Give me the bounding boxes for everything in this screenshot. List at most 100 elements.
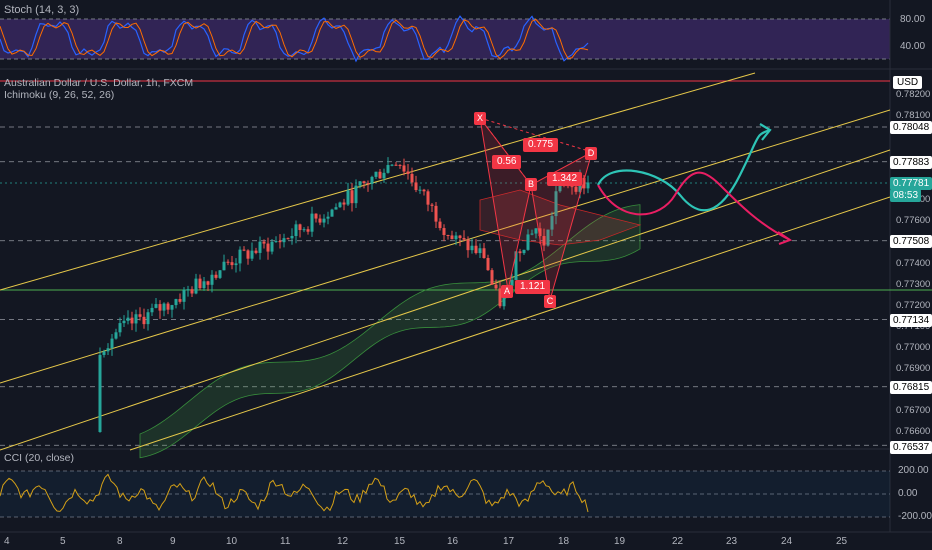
forecast-pink-arrow — [777, 231, 793, 245]
candle-body — [318, 218, 322, 223]
candle-body — [582, 177, 586, 189]
time-label: 11 — [280, 536, 291, 547]
candle-body — [106, 348, 110, 352]
candle-body — [494, 284, 498, 289]
forecast-pink-path — [597, 171, 791, 241]
candle-body — [490, 270, 494, 285]
candle-body — [406, 171, 410, 174]
candle-body — [314, 213, 318, 219]
candle-body — [546, 229, 550, 246]
point-b: B — [525, 178, 537, 191]
time-label: 15 — [394, 536, 406, 547]
stoch-title: Stoch (14, 3, 3) — [4, 4, 80, 16]
candle-body — [246, 250, 250, 259]
candle-body — [386, 165, 390, 173]
candle-body — [502, 296, 506, 307]
candle-body — [414, 182, 418, 191]
candle-body — [570, 186, 574, 188]
candle-body — [550, 216, 554, 230]
time-label: 5 — [60, 536, 66, 547]
cci-line — [0, 473, 589, 513]
candle-body — [422, 189, 426, 192]
time-label: 16 — [447, 536, 459, 547]
candle-body — [466, 239, 470, 251]
pattern-xd — [479, 117, 593, 153]
candle-body — [254, 250, 258, 253]
time-label: 22 — [672, 536, 684, 547]
candle-body — [214, 274, 218, 278]
stoch-level-40-label: 40.00 — [900, 41, 926, 52]
candle-body — [526, 234, 530, 250]
ratio-ab: 0.56 — [492, 155, 522, 169]
point-a: A — [501, 285, 513, 298]
candle-body — [274, 241, 278, 243]
candle-body — [338, 202, 342, 208]
time-label: 9 — [170, 536, 176, 547]
candle-body — [146, 312, 150, 325]
candle-body — [326, 216, 330, 219]
forecast-teal-path — [597, 128, 771, 212]
candle-body — [142, 316, 146, 325]
symbol-title[interactable]: Australian Dollar / U.S. Dollar, 1h, FXC… — [4, 77, 194, 89]
candle-body — [434, 205, 438, 222]
candle-body — [366, 183, 370, 185]
candle-body — [250, 250, 254, 259]
time-label: 19 — [614, 536, 626, 547]
price-channel — [0, 72, 891, 451]
candle-body — [242, 249, 246, 251]
price-label: 0.77200 — [896, 299, 931, 311]
ichimoku-title[interactable]: Ichimoku (9, 26, 52, 26) — [4, 89, 115, 101]
candle-body — [378, 171, 382, 179]
candle-body — [454, 235, 458, 240]
stoch-d-line — [0, 18, 589, 60]
candle-body — [178, 299, 182, 302]
candle-body — [234, 263, 238, 266]
candle-body — [402, 165, 406, 172]
candle-body — [190, 289, 194, 294]
candle-body — [530, 233, 534, 235]
candle-body — [286, 238, 290, 240]
candle-body — [534, 228, 538, 234]
candle-body — [226, 261, 230, 263]
price-label: 0.77400 — [896, 257, 931, 269]
candle-body — [158, 304, 162, 311]
candle-body — [510, 279, 514, 286]
candle-body — [450, 235, 454, 240]
candle-body — [410, 173, 414, 183]
price-tag: 0.76537 — [890, 441, 932, 454]
price-label: 0.78100 — [896, 110, 931, 122]
candle-body — [210, 274, 214, 285]
candle-body — [322, 218, 326, 223]
point-d: D — [585, 147, 597, 160]
candle-body — [586, 182, 590, 189]
time-label: 8 — [117, 536, 123, 547]
candle-body — [166, 303, 170, 310]
candle-body — [538, 228, 542, 237]
candle-body — [418, 189, 422, 191]
price-label: 0.77600 — [896, 215, 931, 227]
price-label: 0.78200 — [896, 89, 931, 100]
candle-body — [238, 249, 242, 264]
candle-body — [394, 164, 398, 166]
channel-line-3 — [129, 196, 891, 451]
candle-body — [478, 248, 482, 254]
candle-body — [462, 238, 466, 240]
stoch-lines — [0, 15, 589, 63]
price-label: 0.77000 — [896, 341, 931, 353]
currency-badge[interactable]: USD — [893, 76, 923, 89]
candle-body — [122, 320, 126, 324]
cci-level-0-label: 0.00 — [898, 488, 918, 499]
channel-line-0 — [0, 72, 756, 291]
candle-body — [138, 314, 142, 317]
candle-body — [310, 213, 314, 232]
candle-body — [446, 235, 450, 237]
candle-body — [438, 221, 442, 229]
candle-body — [362, 181, 366, 184]
stoch-k-line — [0, 15, 589, 63]
candle-body — [346, 190, 350, 205]
candle-body — [162, 303, 166, 311]
candle-body — [134, 314, 138, 324]
candle-body — [474, 245, 478, 254]
candle-body — [294, 224, 298, 236]
